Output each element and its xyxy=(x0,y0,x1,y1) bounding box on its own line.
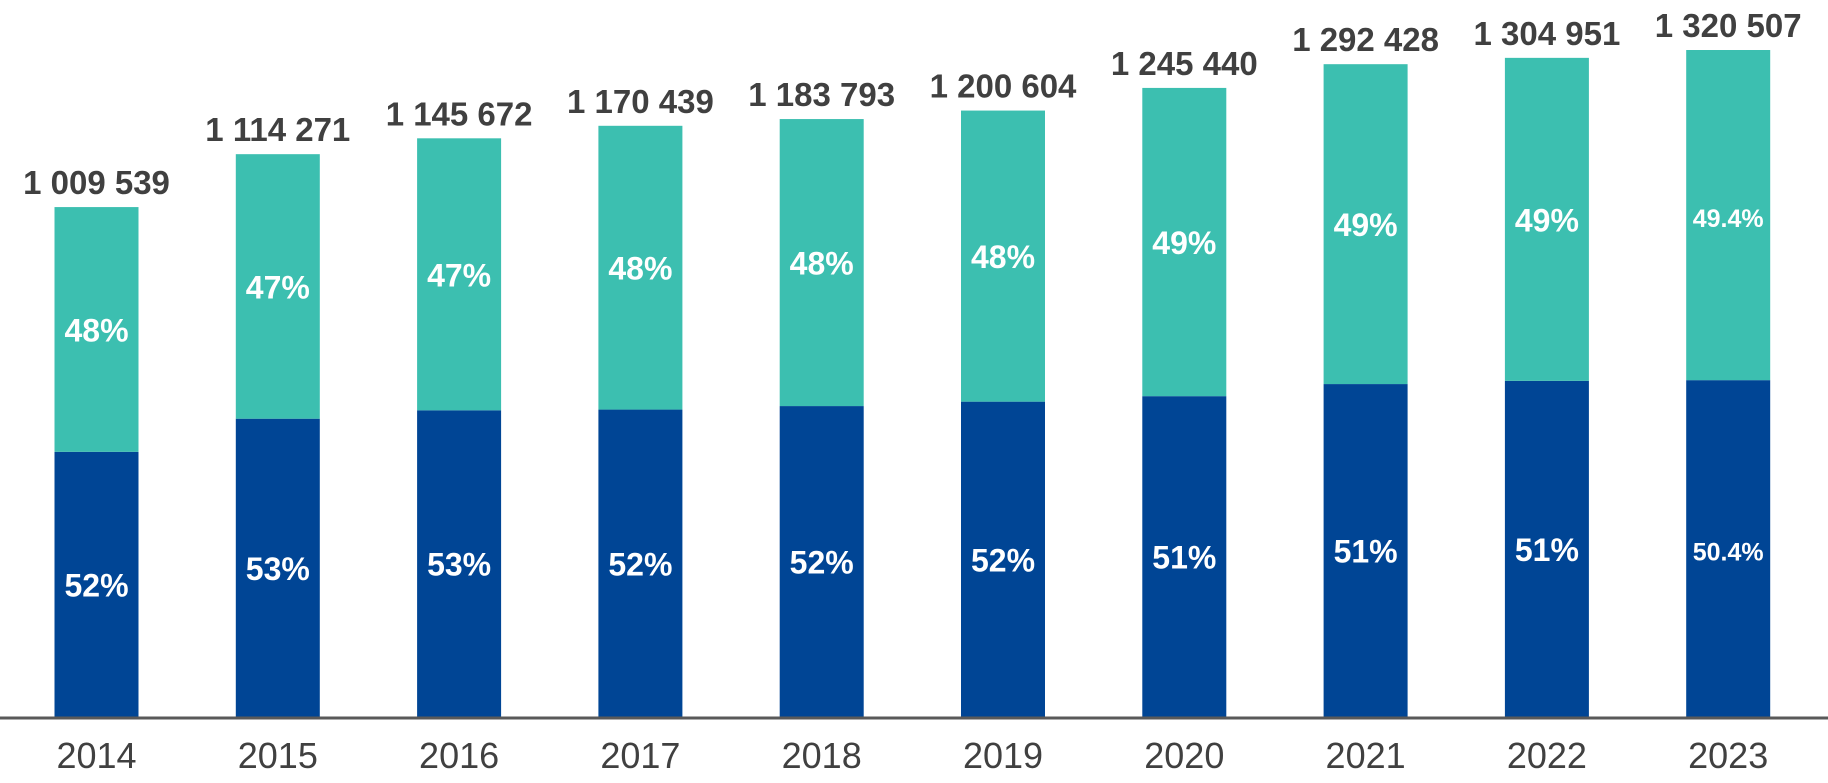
data-label-top-2020: 49% xyxy=(1152,225,1216,261)
data-label-top-2022: 49% xyxy=(1515,202,1579,238)
total-label-2022: 1 304 951 xyxy=(1473,15,1620,52)
x-tick-label-2017: 2017 xyxy=(600,735,680,776)
data-label-top-2016: 47% xyxy=(427,257,491,293)
bar-top-2021 xyxy=(1323,64,1408,385)
data-label-top-2014: 48% xyxy=(64,312,128,348)
x-tick-label-2019: 2019 xyxy=(963,735,1043,776)
x-tick-label-2016: 2016 xyxy=(419,735,499,776)
bar-bottom-2014 xyxy=(54,451,139,717)
data-label-bottom-2023: 50.4% xyxy=(1693,539,1764,567)
x-tick-label-2022: 2022 xyxy=(1507,735,1587,776)
total-label-2015: 1 114 271 xyxy=(205,111,350,148)
total-label-2023: 1 320 507 xyxy=(1655,7,1802,44)
bar-top-2014 xyxy=(54,207,139,452)
x-axis-ticks: 2014 2015 2016 2017 2018 2019 2020 2021 2022 2023 xyxy=(56,735,1768,776)
bars-group xyxy=(54,50,1771,717)
bar-top-2015 xyxy=(235,154,320,419)
total-label-2017: 1 170 439 xyxy=(567,83,714,120)
data-label-top-2018: 48% xyxy=(790,246,854,282)
total-label-2020: 1 245 440 xyxy=(1111,45,1258,82)
bar-bottom-2022 xyxy=(1504,380,1589,717)
total-label-2019: 1 200 604 xyxy=(930,68,1077,105)
data-label-top-2021: 49% xyxy=(1334,207,1398,243)
data-label-bottom-2016: 53% xyxy=(427,547,491,583)
data-label-top-2023: 49.4% xyxy=(1693,205,1764,233)
data-label-top-2017: 48% xyxy=(608,251,672,287)
data-label-bottom-2015: 53% xyxy=(246,551,310,587)
bar-top-2020 xyxy=(1142,87,1227,397)
x-tick-label-2021: 2021 xyxy=(1326,735,1406,776)
data-label-bottom-2017: 52% xyxy=(608,546,672,582)
x-tick-label-2020: 2020 xyxy=(1144,735,1224,776)
bar-bottom-2017 xyxy=(598,409,683,717)
bar-bottom-2015 xyxy=(235,418,320,717)
data-label-bottom-2021: 51% xyxy=(1334,534,1398,570)
data-label-bottom-2018: 52% xyxy=(790,545,854,581)
x-tick-label-2018: 2018 xyxy=(782,735,862,776)
total-label-2018: 1 183 793 xyxy=(748,76,895,113)
bar-bottom-2021 xyxy=(1323,384,1408,717)
x-tick-label-2014: 2014 xyxy=(56,735,136,776)
bar-top-2022 xyxy=(1504,57,1589,381)
data-label-top-2015: 47% xyxy=(246,269,310,305)
x-tick-label-2023: 2023 xyxy=(1688,735,1768,776)
data-label-bottom-2014: 52% xyxy=(64,567,128,603)
total-label-2016: 1 145 672 xyxy=(386,95,533,132)
bar-top-2019 xyxy=(961,110,1045,402)
bar-bottom-2018 xyxy=(779,406,864,717)
bar-top-2018 xyxy=(779,119,864,407)
bar-bottom-2020 xyxy=(1142,396,1227,717)
total-label-2014: 1 009 539 xyxy=(23,164,170,201)
bar-top-2023 xyxy=(1686,50,1771,381)
data-label-bottom-2020: 51% xyxy=(1152,540,1216,576)
bar-top-2016 xyxy=(417,138,502,411)
data-label-bottom-2022: 51% xyxy=(1515,532,1579,568)
bar-bottom-2023 xyxy=(1686,380,1771,717)
labels-group: 52% 48% 1 009 539 53% 47% 1 114 271 53% 47% 1 14… xyxy=(23,7,1802,603)
data-label-top-2019: 48% xyxy=(971,239,1035,275)
bar-bottom-2019 xyxy=(961,401,1045,717)
bar-top-2017 xyxy=(598,125,683,410)
data-label-bottom-2019: 52% xyxy=(971,542,1035,578)
total-label-2021: 1 292 428 xyxy=(1292,21,1439,58)
x-tick-label-2015: 2015 xyxy=(238,735,318,776)
bar-bottom-2016 xyxy=(417,410,502,717)
